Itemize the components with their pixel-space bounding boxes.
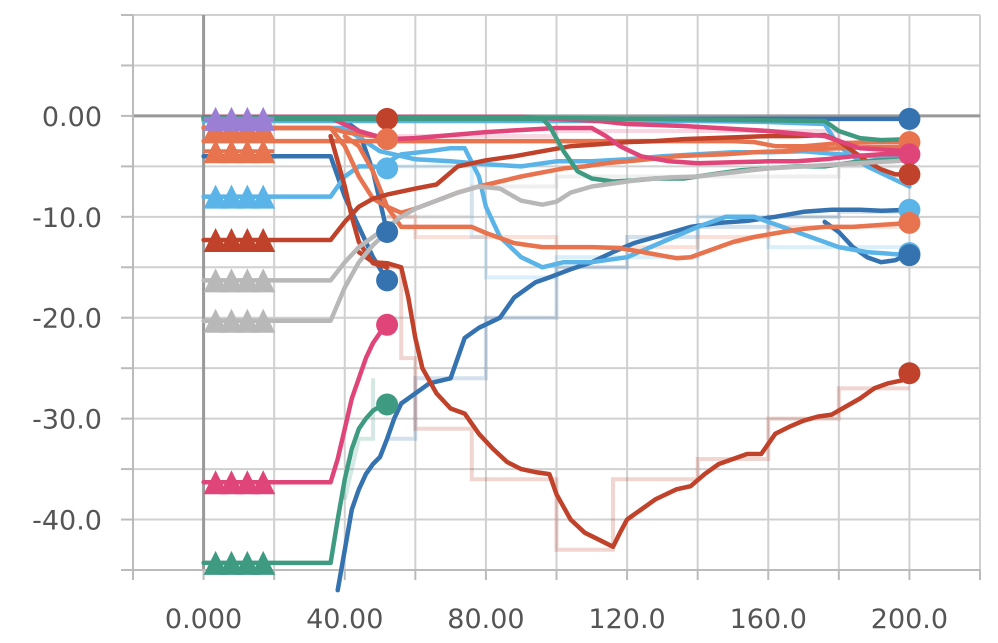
start-marker-triangle [219,470,244,495]
start-marker-triangle [235,184,260,209]
y-tick-label: -40.0 [32,506,102,537]
start-marker-triangle [219,268,244,293]
x-tick-label: 0.000 [165,604,242,635]
start-marker-triangle [235,228,260,253]
end-marker-point [898,107,921,130]
start-marker-triangle [219,550,244,575]
marker-group [203,106,921,575]
start-marker-triangle [251,106,276,131]
start-marker-triangle [203,139,228,164]
x-tick-label: 40.00 [306,604,383,635]
y-tick-label: 0.00 [42,102,102,133]
start-marker-triangle [219,184,244,209]
end-marker-point [376,128,399,151]
x-tick-label: 120.0 [588,604,665,635]
series-line [201,125,912,216]
series-line [356,249,912,550]
end-marker-point [376,220,399,243]
series-line [335,207,912,593]
start-marker-triangle [203,308,228,333]
series-line [342,133,912,261]
end-marker-point [898,362,921,385]
series-line [201,402,390,566]
step-series-line [342,378,375,500]
step-series-line [387,164,910,219]
end-marker-point [376,313,399,336]
series-line [822,219,912,265]
end-marker-point [376,269,399,292]
end-marker-point [898,244,921,267]
series-line [201,164,390,199]
start-marker-triangle [219,106,244,131]
start-marker-triangle [203,228,228,253]
start-marker-triangle [251,470,276,495]
start-marker-triangle [251,139,276,164]
series-line [201,229,390,324]
start-marker-triangle [235,268,260,293]
start-marker-triangle [251,228,276,253]
start-marker-triangle [251,308,276,333]
y-tick-label: -30.0 [32,405,102,436]
series-line [201,322,390,485]
series-line [201,125,912,169]
start-marker-triangle [203,550,228,575]
start-marker-triangle [235,106,260,131]
x-tick-label: 200.0 [871,604,948,635]
y-tick-labels: 0.00 -10.0 -20.0 -30.0 -40.0 [32,102,102,537]
start-marker-triangle [235,550,260,575]
end-marker-point [376,107,399,130]
start-marker-triangle [203,268,228,293]
x-tick-label: 80.00 [447,604,524,635]
axes [121,14,981,580]
end-marker-point [898,211,921,234]
step-series-line [387,265,910,552]
start-marker-triangle [251,184,276,209]
start-marker-triangle [203,106,228,131]
series-line [201,115,912,166]
start-marker-triangle [251,268,276,293]
y-tick-label: -10.0 [32,203,102,234]
start-marker-triangle [235,139,260,164]
y-tick-label: -20.0 [32,304,102,335]
start-marker-triangle [203,470,228,495]
x-tick-label: 160.0 [730,604,807,635]
start-marker-triangle [219,139,244,164]
end-marker-point [376,393,399,416]
start-marker-triangle [251,550,276,575]
end-marker-point [376,157,399,180]
start-marker-triangle [235,308,260,333]
start-marker-triangle [219,308,244,333]
series-line [201,115,912,143]
start-marker-triangle [203,184,228,209]
end-marker-point [898,143,921,166]
x-tick-labels: 0.000 40.00 80.00 120.0 160.0 200.0 [165,604,948,635]
start-marker-triangle [219,228,244,253]
start-marker-triangle [235,470,260,495]
end-marker-point [898,163,921,186]
step-series-line [387,164,910,280]
